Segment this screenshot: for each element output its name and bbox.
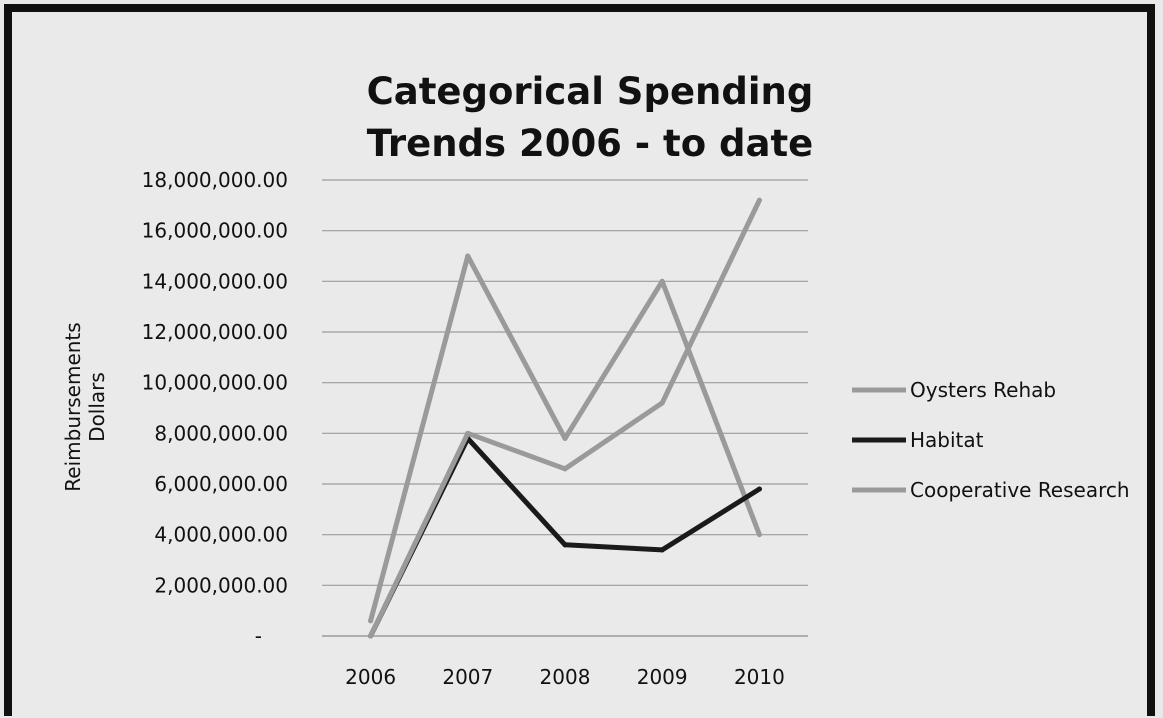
y-tick-label: 16,000,000.00	[142, 219, 288, 243]
y-axis-label-line-2: Dollars	[85, 372, 109, 442]
series-segment	[659, 486, 762, 553]
y-tick-label: 14,000,000.00	[142, 269, 288, 293]
series-segment	[562, 542, 665, 553]
chart-title-line-2: Trends 2006 - to date	[367, 122, 814, 165]
data-point	[756, 532, 762, 538]
x-tick-label: 2007	[442, 665, 493, 689]
data-point	[562, 435, 568, 441]
legend: Oysters Rehab Habitat Cooperative Research	[852, 378, 1130, 502]
series-segment	[368, 253, 471, 624]
series-segment	[562, 278, 665, 441]
x-axis-ticks: 2006 2007 2008 2009 2010	[345, 665, 785, 689]
series-segment	[562, 400, 665, 472]
data-point	[756, 486, 762, 492]
data-point	[659, 547, 665, 553]
series-cooperative-research	[368, 197, 762, 639]
x-tick-label: 2009	[637, 665, 688, 689]
data-point	[368, 618, 374, 624]
legend-label: Cooperative Research	[910, 478, 1130, 502]
y-tick-label: 12,000,000.00	[142, 320, 288, 344]
y-tick-label: 4,000,000.00	[154, 523, 288, 547]
gridlines	[322, 179, 808, 637]
y-tick-label: 2,000,000.00	[154, 573, 288, 597]
data-point	[465, 253, 471, 259]
series-segment	[465, 435, 568, 548]
legend-label: Habitat	[910, 428, 984, 452]
y-tick-label: 18,000,000.00	[142, 168, 288, 192]
x-tick-label: 2010	[734, 665, 785, 689]
series-oysters-rehab	[368, 253, 762, 624]
y-axis-ticks: - 2,000,000.00 4,000,000.00 6,000,000.00 8,0…	[142, 168, 288, 648]
series-segment	[465, 253, 568, 441]
y-tick-label: 8,000,000.00	[154, 421, 288, 445]
y-axis-label-line-1: Reimbursements	[61, 322, 85, 491]
data-point	[756, 197, 762, 203]
series-segment	[659, 197, 762, 406]
data-point	[465, 430, 471, 436]
series-segment	[659, 278, 762, 538]
data-point	[368, 633, 374, 639]
data-point	[659, 278, 665, 284]
data-point	[659, 400, 665, 406]
chart-frame	[4, 4, 1155, 716]
y-tick-label: 6,000,000.00	[154, 472, 288, 496]
series-lines	[368, 197, 762, 639]
data-point	[562, 542, 568, 548]
data-point	[562, 466, 568, 472]
series-segment	[465, 430, 568, 472]
series-segment	[368, 430, 471, 639]
y-tick-label: -	[255, 624, 262, 648]
legend-label: Oysters Rehab	[910, 378, 1056, 402]
y-axis-label: Reimbursements Dollars	[61, 322, 109, 491]
chart-title-line-1: Categorical Spending	[367, 70, 814, 113]
y-tick-label: 10,000,000.00	[142, 371, 288, 395]
x-tick-label: 2008	[540, 665, 591, 689]
chart-title: Categorical Spending Trends 2006 - to da…	[367, 70, 814, 165]
x-tick-label: 2006	[345, 665, 396, 689]
